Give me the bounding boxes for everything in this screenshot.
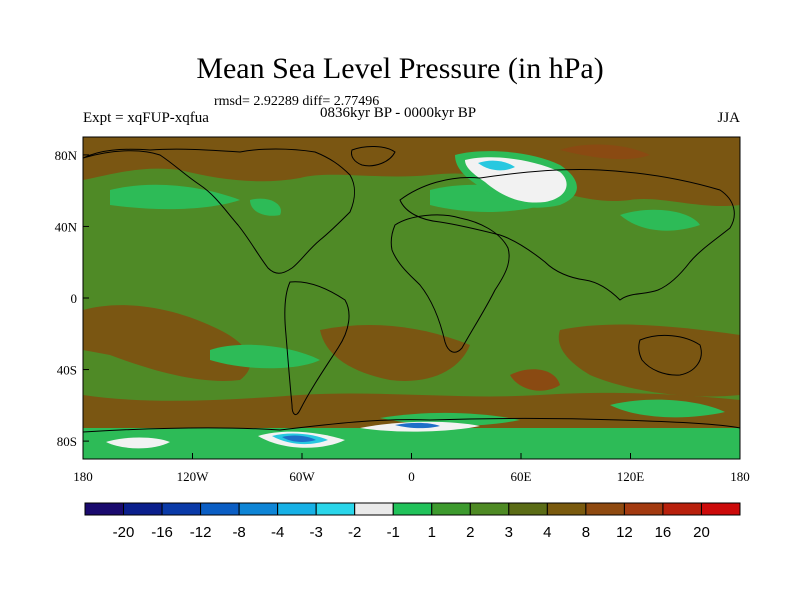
antarctica-outline [83,418,740,433]
lon-tick-label: 0 [408,469,415,484]
colorbar-label: 2 [466,524,474,541]
field-indian-pos [558,324,740,397]
colorbar-swatch [123,502,163,516]
field-south-pacific-pos [83,305,251,381]
colorbar-label: 1 [428,524,436,541]
lat-tick-label: 80N [55,148,78,163]
field-scandinavia-cyan [478,160,515,171]
field-antarctic-blue-2 [395,422,440,429]
colorbar-swatch [469,502,510,516]
lon-tick-label: 180 [730,469,750,484]
colorbar-swatch [623,502,664,516]
season-label: JJA [717,110,740,126]
lat-tick-label: 80S [57,434,77,449]
colorbar-swatch [200,502,240,516]
field-southern-pos-band [83,392,740,430]
colorbar-swatch [392,502,433,516]
latitude-axis: 80N 40N 0 40S 80S [55,148,89,449]
north-america-outline [83,148,355,274]
lon-tick-label: 60W [289,469,315,484]
australia-outline [638,335,702,376]
colorbar-label: -16 [151,524,173,541]
colorbar-swatch [662,502,702,516]
eurasia-outline [399,168,735,301]
lon-tick-label: 60E [511,469,532,484]
field-south-atlantic-pos [320,325,470,381]
colorbar-swatch [546,502,587,516]
field-southern-ocean-neg-2 [610,399,725,418]
colorbar-swatch [585,502,625,516]
africa-outline [390,214,510,353]
field-antarctic-white-1 [106,437,170,449]
colorbar-swatch [84,502,125,516]
coastlines [83,146,740,433]
lat-tick-label: 40N [55,219,78,234]
colorbar-label: -2 [348,524,361,541]
field-north-strong [560,144,650,160]
lat-tick-label: 40S [57,363,77,378]
colorbar-swatch [508,502,548,516]
colorbar-label: -12 [190,524,212,541]
lon-tick-label: 120W [177,469,210,484]
field-atlantic-neg [250,198,281,216]
longitude-axis: 180 120W 60W 0 60E 120E 180 [73,453,750,484]
colorbar-label: -1 [387,524,400,541]
colorbar-label: -20 [113,524,135,541]
lon-tick-label: 120E [617,469,645,484]
stats-text: rmsd= 2.92289 diff= 2.77496 [214,94,380,109]
pressure-anomaly-field [83,137,740,459]
field-indian-strong [510,369,560,391]
field-pacific-neg [620,209,700,231]
colorbar-label: 16 [655,524,672,541]
colorbar-label: 20 [693,524,710,541]
colorbar-label: 3 [505,524,513,541]
colorbar-label: -4 [271,524,284,541]
period-label: 0836kyr BP - 0000kyr BP [320,105,477,121]
colorbar-label: 4 [543,524,551,541]
field-south-neg-1 [210,344,320,369]
colorbar-label: -8 [232,524,245,541]
colorbar-swatch [315,502,356,516]
lon-tick-label: 180 [73,469,93,484]
lat-tick-label: 0 [71,291,78,306]
field-antarctic-neg [83,428,740,459]
colorbar-swatch [161,502,202,516]
colorbar-swatch [354,502,394,516]
colorbar-label: 12 [616,524,633,541]
greenland-outline [351,146,396,167]
colorbar-swatch [431,502,471,516]
colorbar: -20 -16 -12 -8 -4 -3 -2 -1 1 2 3 4 8 12 16 20 [84,502,741,541]
experiment-label: Expt = xqFUP-xqfua [83,110,209,126]
south-america-outline [284,281,350,416]
colorbar-swatch [277,502,317,516]
colorbar-swatch [238,502,279,516]
field-antarctic-blue [282,435,316,442]
colorbar-label: 8 [582,524,590,541]
map-title: Mean Sea Level Pressure (in hPa) [196,52,604,85]
colorbar-swatch [700,502,741,516]
colorbar-label: -3 [310,524,323,541]
